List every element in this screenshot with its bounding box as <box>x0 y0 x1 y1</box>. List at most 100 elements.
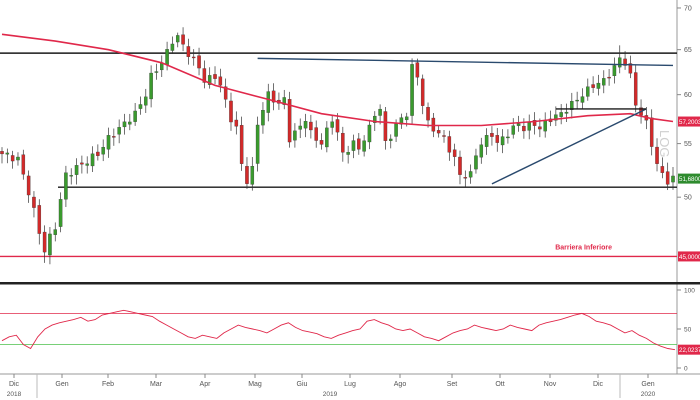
candle-body <box>293 130 297 141</box>
candle-body <box>532 120 537 126</box>
candle-body <box>586 86 590 97</box>
log-watermark: LOG <box>657 130 672 157</box>
candle-body <box>367 124 372 143</box>
candle-body <box>303 121 308 129</box>
candle-body <box>479 144 484 158</box>
candle-body <box>373 115 377 123</box>
candle-body <box>170 43 175 51</box>
candle-body <box>516 123 521 126</box>
candle-body <box>591 84 595 88</box>
candle-body <box>144 96 148 106</box>
candle-body <box>16 156 20 161</box>
candle-body <box>117 127 121 135</box>
x-month-label: Dic <box>593 381 604 388</box>
candle-body <box>490 133 494 137</box>
candle-body <box>458 156 462 175</box>
candle-body <box>649 117 654 147</box>
ma-price-label-bg <box>678 116 700 127</box>
candle-body <box>575 99 579 102</box>
candle-body <box>410 64 414 116</box>
candle-body <box>10 155 15 162</box>
candle-body <box>250 166 255 185</box>
candle-body <box>261 110 265 126</box>
candle-body <box>234 119 239 127</box>
candle-body <box>543 120 547 132</box>
y-tick-label: 70 <box>684 5 692 12</box>
candle-body <box>468 171 473 178</box>
candle-body <box>42 231 47 253</box>
candle-body <box>5 152 10 155</box>
candle-body <box>0 151 4 155</box>
candle-body <box>346 152 350 155</box>
candle-body <box>660 166 665 173</box>
candle-body <box>633 72 638 106</box>
candle-body <box>287 99 292 143</box>
candle-body <box>138 104 143 109</box>
candle-body <box>623 58 627 66</box>
candle-body <box>506 136 510 139</box>
y-tick-label: 65 <box>684 47 692 54</box>
candle-body <box>335 119 340 133</box>
candle-body <box>133 110 137 122</box>
x-year-label: 2019 <box>323 391 338 398</box>
candle-body <box>522 125 526 132</box>
x-month-label: Dic <box>9 381 20 388</box>
candle-body <box>463 177 468 179</box>
trendline-ascending-support <box>491 108 647 185</box>
candle-body <box>426 107 430 121</box>
barriera-annotation: Barriera Inferiore <box>555 244 612 251</box>
panel-separator <box>0 282 700 285</box>
candle-body <box>671 175 675 183</box>
candle-body <box>554 114 558 121</box>
candle-body <box>186 46 191 57</box>
candle-body <box>500 136 505 146</box>
candle-body <box>330 121 334 128</box>
x-month-label: Apr <box>200 381 212 388</box>
candle-body <box>218 76 223 86</box>
candle-body <box>165 49 169 65</box>
candle-body <box>436 130 441 134</box>
candle-body <box>160 62 164 71</box>
candle-body <box>21 154 26 175</box>
x-month-label: Feb <box>102 381 114 388</box>
candle-body <box>74 165 79 175</box>
candle-body <box>538 126 542 130</box>
moving-average-line <box>1 33 674 127</box>
rsi-last-label-bg <box>678 344 700 355</box>
candle-body <box>266 91 271 113</box>
x-month-label: Mar <box>150 381 163 388</box>
candle-body <box>239 125 244 164</box>
candle-body <box>149 72 153 100</box>
candle-body <box>255 124 260 164</box>
candle-body <box>245 166 249 184</box>
candle-body <box>357 138 361 150</box>
candle-body <box>474 155 478 170</box>
x-year-label: 2018 <box>7 391 22 398</box>
candle-body <box>101 147 105 155</box>
x-month-label: Ott <box>495 381 504 388</box>
candle-body <box>415 62 420 78</box>
candle-body <box>628 63 633 74</box>
barriera-price-label: 45,0000 <box>679 254 700 261</box>
candle-body <box>37 205 42 234</box>
rsi-tick-label: 0 <box>684 366 688 373</box>
candle-body <box>64 172 68 200</box>
rsi-tick-label: 50 <box>684 327 692 334</box>
candle-body <box>655 146 659 164</box>
barriera-price-label-bg <box>678 251 700 262</box>
candle-body <box>90 153 95 167</box>
candle-body <box>484 135 489 147</box>
candle-body <box>96 151 100 156</box>
candle-body <box>32 196 36 208</box>
x-month-label: Lug <box>344 381 356 388</box>
candle-body <box>351 140 356 151</box>
candle-body <box>202 68 207 83</box>
candle-body <box>58 199 63 227</box>
candle-body <box>271 90 276 103</box>
x-month-label: Ago <box>394 381 407 388</box>
candle-body <box>128 121 132 125</box>
candle-body <box>420 78 425 106</box>
candle-body <box>602 78 606 86</box>
candle-body <box>570 101 574 110</box>
